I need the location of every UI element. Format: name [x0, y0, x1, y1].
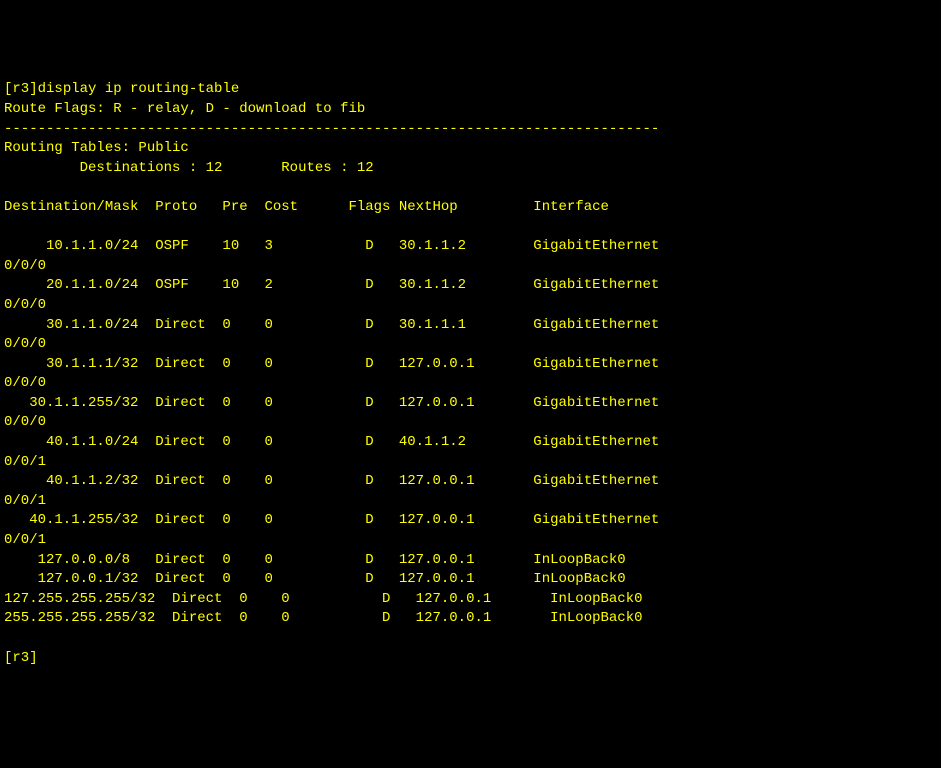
routes-body: 10.1.1.0/24 OSPF 10 3 D 30.1.1.2 Gigabit… — [4, 237, 937, 629]
routes-label: Routes : — [222, 160, 356, 176]
route-row: 127.0.0.1/32 Direct 0 0 D 127.0.0.1 InLo… — [4, 570, 937, 590]
tables-header: Routing Tables: Public — [4, 139, 937, 159]
final-prompt[interactable]: [r3] — [4, 649, 937, 669]
route-row: 127.0.0.0/8 Direct 0 0 D 127.0.0.1 InLoo… — [4, 551, 937, 571]
column-headers: Destination/Mask Proto Pre Cost Flags Ne… — [4, 198, 937, 218]
route-row-wrap: 0/0/1 — [4, 492, 937, 512]
blank-line — [4, 629, 937, 649]
route-row-wrap: 0/0/1 — [4, 531, 937, 551]
route-row: 255.255.255.255/32 Direct 0 0 D 127.0.0.… — [4, 609, 937, 629]
route-row-wrap: 0/0/0 — [4, 335, 937, 355]
route-row-wrap: 0/0/0 — [4, 374, 937, 394]
flags-legend: Route Flags: R - relay, D - download to … — [4, 100, 937, 120]
route-row: 40.1.1.2/32 Direct 0 0 D 127.0.0.1 Gigab… — [4, 472, 937, 492]
command-line: [r3]display ip routing-table — [4, 80, 937, 100]
route-row-wrap: 0/0/0 — [4, 296, 937, 316]
route-row: 40.1.1.255/32 Direct 0 0 D 127.0.0.1 Gig… — [4, 511, 937, 531]
route-row-wrap: 0/0/0 — [4, 257, 937, 277]
prompt: [r3] — [4, 81, 38, 97]
route-row-wrap: 0/0/0 — [4, 413, 937, 433]
route-row-wrap: 0/0/1 — [4, 453, 937, 473]
route-row: 30.1.1.1/32 Direct 0 0 D 127.0.0.1 Gigab… — [4, 355, 937, 375]
blank-line — [4, 178, 937, 198]
route-row: 40.1.1.0/24 Direct 0 0 D 40.1.1.2 Gigabi… — [4, 433, 937, 453]
route-row: 30.1.1.255/32 Direct 0 0 D 127.0.0.1 Gig… — [4, 394, 937, 414]
divider: ----------------------------------------… — [4, 120, 937, 140]
summary-line: Destinations : 12 Routes : 12 — [4, 159, 937, 179]
command-text: display ip routing-table — [38, 81, 240, 97]
terminal-output: [r3]display ip routing-tableRoute Flags:… — [4, 80, 937, 668]
routes-value: 12 — [357, 160, 374, 176]
dest-value: 12 — [206, 160, 223, 176]
route-row: 20.1.1.0/24 OSPF 10 2 D 30.1.1.2 Gigabit… — [4, 276, 937, 296]
route-row: 10.1.1.0/24 OSPF 10 3 D 30.1.1.2 Gigabit… — [4, 237, 937, 257]
dest-label: Destinations : — [4, 160, 206, 176]
blank-line — [4, 218, 937, 238]
route-row: 30.1.1.0/24 Direct 0 0 D 30.1.1.1 Gigabi… — [4, 316, 937, 336]
